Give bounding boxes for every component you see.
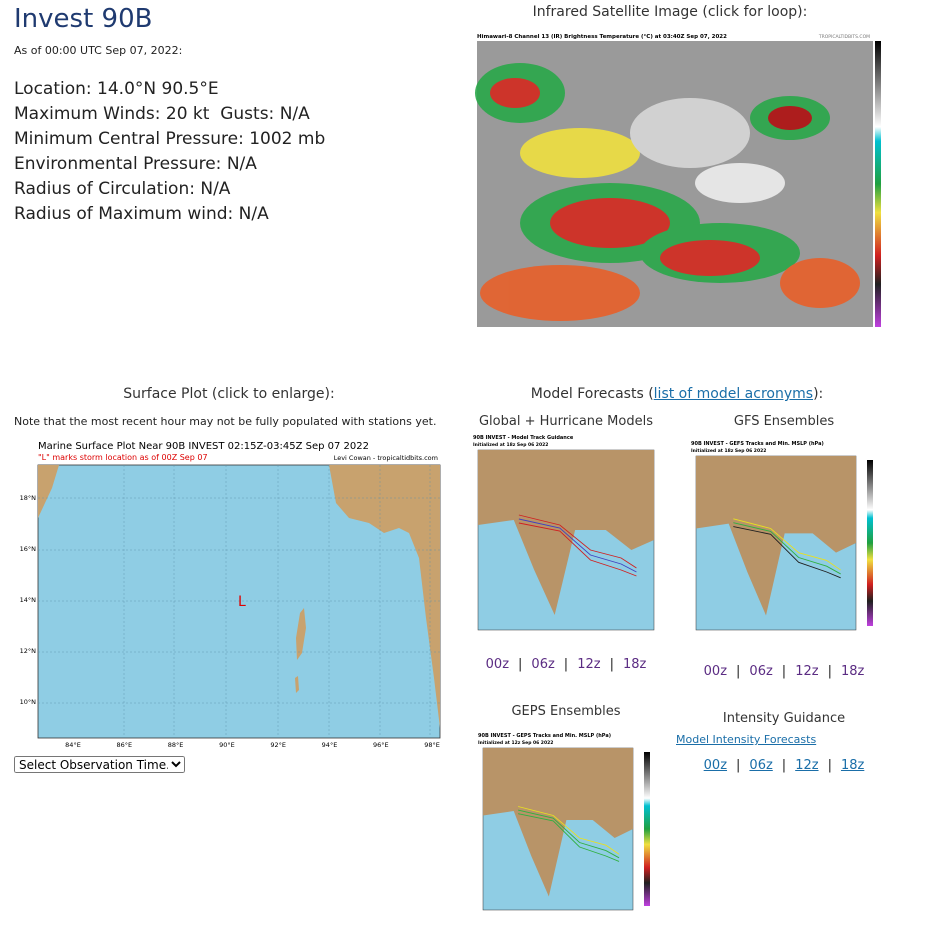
lon-label: 92°E bbox=[270, 741, 286, 749]
lon-label: 94°E bbox=[322, 741, 338, 749]
gfs-image[interactable]: 90B INVEST - GEFS Tracks and Min. MSLP (… bbox=[688, 438, 880, 640]
separator: | bbox=[736, 758, 741, 773]
lon-label: 98°E bbox=[424, 741, 440, 749]
lat-label: 10°N bbox=[20, 698, 37, 706]
time-link[interactable]: 18z bbox=[840, 758, 865, 773]
track bbox=[733, 518, 841, 571]
lat-label: 12°N bbox=[20, 647, 37, 655]
time-link[interactable]: 18z bbox=[622, 657, 647, 672]
separator: | bbox=[827, 664, 832, 679]
detail-line: Minimum Central Pressure: 1002 mb bbox=[14, 129, 326, 149]
separator: | bbox=[781, 758, 787, 773]
surface-subtitle: "L" marks storm location as of 00Z Sep 0… bbox=[38, 453, 208, 462]
intensity-times: 00z | 06z | 12z | 18z bbox=[688, 758, 880, 773]
image-subtitle: Initialized at 12z Sep 06 2022 bbox=[478, 740, 553, 746]
detail-line: Maximum Winds: 20 kt Gusts: N/A bbox=[14, 104, 310, 124]
storm-marker: L bbox=[238, 594, 246, 610]
time-link[interactable]: 00z bbox=[485, 657, 510, 672]
gfs-times: 00z | 06z | 12z | 18z bbox=[688, 664, 880, 679]
satellite-caption: Infrared Satellite Image (click for loop… bbox=[532, 4, 808, 20]
surface-plot[interactable]: Marine Surface Plot Near 90B INVEST 02:1… bbox=[14, 438, 444, 752]
track bbox=[518, 522, 637, 577]
intensity-link[interactable]: Model Intensity Forecasts bbox=[676, 733, 817, 746]
global-times: 00z | 06z | 12z | 18z bbox=[470, 657, 662, 672]
details: Location: 14.0°N 90.5°E Maximum Winds: 20… bbox=[14, 77, 325, 227]
detail-line: Radius of Maximum wind: N/A bbox=[14, 204, 269, 224]
lon-label: 84°E bbox=[65, 741, 81, 749]
separator: | bbox=[781, 664, 787, 679]
models-caption: Model Forecasts (list of model acronyms)… bbox=[470, 386, 884, 402]
separator: | bbox=[736, 664, 741, 679]
time-link[interactable]: 06z bbox=[749, 664, 773, 679]
satellite-image[interactable]: Himawari-8 Channel 13 (IR) Brightness Te… bbox=[460, 33, 885, 333]
detail-line: Location: 14.0°N 90.5°E bbox=[14, 79, 219, 99]
surface-title: Marine Surface Plot Near 90B INVEST 02:1… bbox=[38, 441, 369, 452]
observation-select[interactable]: Select Observation Time... bbox=[14, 756, 185, 773]
track bbox=[518, 809, 620, 859]
track bbox=[518, 813, 620, 862]
lon-label: 96°E bbox=[373, 741, 389, 749]
image-subtitle: Initialized at 18z Sep 06 2022 bbox=[691, 448, 766, 454]
separator: | bbox=[563, 657, 569, 672]
surface-credit: Levi Cowan - tropicaltidbits.com bbox=[334, 454, 438, 462]
satellite-credit: TROPICALTIDBITS.COM bbox=[818, 34, 870, 40]
as-of: As of 00:00 UTC Sep 07, 2022: bbox=[14, 44, 183, 57]
intensity-caption: Intensity Guidance bbox=[722, 711, 846, 726]
caption-suffix: ): bbox=[813, 386, 824, 402]
global-image[interactable]: 90B INVEST - Model Track GuidanceInitial… bbox=[470, 432, 662, 640]
image-title: 90B INVEST - GEPS Tracks and Min. MSLP (… bbox=[478, 733, 611, 739]
lon-label: 88°E bbox=[168, 741, 184, 749]
time-link[interactable]: 12z bbox=[795, 758, 819, 773]
track bbox=[517, 806, 620, 855]
geps-caption: GEPS Ensembles bbox=[511, 704, 621, 719]
separator: | bbox=[518, 657, 523, 672]
colorbar bbox=[644, 752, 650, 906]
acronyms-link[interactable]: list of model acronyms bbox=[653, 386, 814, 402]
lon-label: 86°E bbox=[116, 741, 132, 749]
track bbox=[518, 514, 637, 569]
land bbox=[478, 450, 654, 615]
gfs-caption: GFS Ensembles bbox=[733, 414, 835, 429]
time-link[interactable]: 00z bbox=[703, 758, 728, 773]
surface-note: Note that the most recent hour may not b… bbox=[14, 415, 437, 428]
time-link[interactable]: 00z bbox=[703, 664, 728, 679]
time-link[interactable]: 12z bbox=[795, 664, 819, 679]
image-title: 90B INVEST - Model Track Guidance bbox=[473, 435, 574, 441]
caption-prefix: Model Forecasts ( bbox=[530, 386, 654, 402]
lat-label: 16°N bbox=[20, 545, 37, 553]
time-link[interactable]: 18z bbox=[840, 664, 865, 679]
image-subtitle: Initialized at 18z Sep 06 2022 bbox=[473, 442, 548, 448]
time-link[interactable]: 12z bbox=[577, 657, 601, 672]
lon-label: 90°E bbox=[219, 741, 235, 749]
time-link[interactable]: 06z bbox=[749, 758, 773, 773]
track bbox=[733, 522, 841, 575]
colorbar bbox=[867, 460, 873, 626]
detail-line: Environmental Pressure: N/A bbox=[14, 154, 257, 174]
storm-title: Invest 90B bbox=[14, 4, 153, 34]
satellite-title: Himawari-8 Channel 13 (IR) Brightness Te… bbox=[477, 34, 727, 40]
lat-label: 14°N bbox=[20, 596, 37, 604]
detail-line: Radius of Circulation: N/A bbox=[14, 179, 231, 199]
global-caption: Global + Hurricane Models bbox=[478, 414, 653, 429]
image-title: 90B INVEST - GEFS Tracks and Min. MSLP (… bbox=[691, 441, 824, 447]
separator: | bbox=[827, 758, 832, 773]
time-link[interactable]: 06z bbox=[531, 657, 555, 672]
track bbox=[518, 518, 637, 573]
land bbox=[696, 456, 856, 616]
track bbox=[733, 526, 841, 579]
surface-caption: Surface Plot (click to enlarge): bbox=[123, 386, 335, 402]
geps-image[interactable]: 90B INVEST - GEPS Tracks and Min. MSLP (… bbox=[475, 730, 657, 920]
lat-label: 18°N bbox=[20, 494, 37, 502]
separator: | bbox=[609, 657, 614, 672]
